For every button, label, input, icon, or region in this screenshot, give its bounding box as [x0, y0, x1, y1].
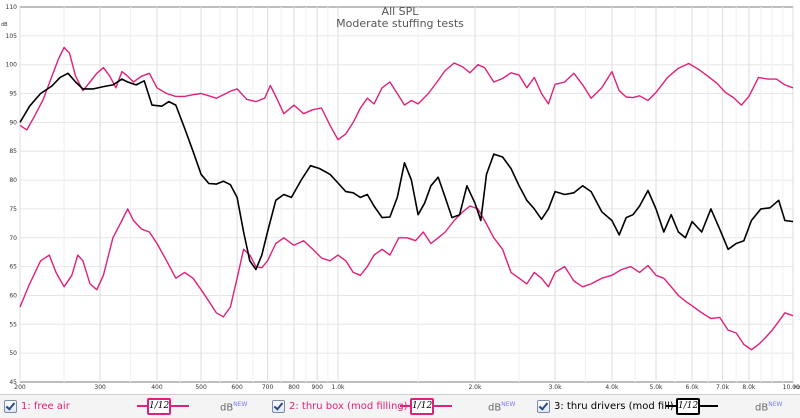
- grid: [19, 7, 794, 382]
- x-tick-label: 4.0k: [605, 384, 619, 391]
- x-tick-label: 400: [151, 384, 163, 391]
- db-offset-thru-drivers[interactable]: dBNEW: [755, 401, 782, 413]
- x-tick-label: 700: [262, 384, 274, 391]
- x-tick-label: 900: [311, 384, 323, 391]
- series-line-1: [19, 46, 794, 141]
- series-line-3: [19, 72, 794, 271]
- x-tick-label: 3.0k: [549, 384, 563, 391]
- db-label: dB: [488, 402, 502, 414]
- axis-ticks: 45 50 55 60 65 70 75 80 85 90 95 100 105 110 200 300 400…: [6, 4, 800, 391]
- chart-subtitle: Moderate stuffing tests: [336, 17, 464, 30]
- legend-item-free-air: 1: free air 1/12 dBNEW: [0, 398, 270, 415]
- y-axis-unit: dB: [1, 22, 8, 28]
- legend-item-thru-drivers: 3: thru drivers (mod fill) 1/12 dBNEW: [533, 398, 800, 415]
- y-tick-label: 60: [9, 292, 17, 299]
- y-tick-label: 65: [9, 264, 17, 271]
- y-tick-label: 55: [9, 321, 17, 328]
- smoothing-control-thru-drivers[interactable]: 1/12: [666, 398, 718, 415]
- chart-title: All SPL: [382, 5, 420, 18]
- smoothing-value: 1/12: [676, 398, 700, 415]
- y-tick-label: 75: [9, 206, 17, 213]
- y-tick-label: 50: [9, 350, 17, 357]
- smoothing-control-free-air[interactable]: 1/12: [137, 398, 189, 415]
- y-tick-label: 80: [9, 177, 17, 184]
- plot-background: [19, 6, 794, 383]
- y-tick-label: 85: [9, 148, 17, 155]
- y-tick-label: 110: [6, 4, 18, 11]
- x-tick-label: 2.0k: [468, 384, 482, 391]
- y-tick-label: 70: [9, 235, 17, 242]
- x-tick-label: 500: [195, 384, 207, 391]
- y-tick-label: 90: [9, 119, 17, 126]
- x-tick-label: 10.00k: [783, 384, 800, 391]
- db-label: dB: [220, 402, 234, 414]
- x-tick-label: 1.0k: [332, 384, 346, 391]
- legend-label-free-air: 1: free air: [21, 401, 70, 412]
- db-new-badge: NEW: [768, 401, 783, 408]
- spl-chart: 45 50 55 60 65 70 75 80 85 90 95 100 105 110 200 300 400…: [1, 4, 800, 391]
- x-tick-label: 8.0k: [742, 384, 756, 391]
- legend-label-thru-drivers: 3: thru drivers (mod fill): [554, 401, 674, 412]
- smoothing-value: 1/12: [147, 398, 171, 415]
- db-offset-thru-box[interactable]: dBNEW: [488, 401, 515, 413]
- smoothing-control-thru-box[interactable]: 1/12: [400, 398, 452, 415]
- series-layer: [19, 46, 794, 351]
- x-tick-label: 5.0k: [650, 384, 664, 391]
- x-tick-label: 300: [94, 384, 106, 391]
- db-new-badge: NEW: [233, 401, 248, 408]
- x-tick-label: 7.0k: [716, 384, 730, 391]
- smoothing-value: 1/12: [410, 398, 434, 415]
- x-tick-label: 6.0k: [686, 384, 700, 391]
- x-tick-label: 200: [14, 384, 26, 391]
- legend-item-thru-box: 2: thru box (mod filling) 1/12 dBNEW: [268, 398, 538, 415]
- y-tick-label: 100: [6, 62, 18, 69]
- x-tick-label: 800: [288, 384, 300, 391]
- series-line-2: [19, 205, 794, 351]
- checkbox-thru-drivers[interactable]: [537, 400, 550, 413]
- checkbox-thru-box[interactable]: [272, 400, 285, 413]
- db-new-badge: NEW: [501, 401, 516, 408]
- x-tick-label: 600: [231, 384, 243, 391]
- x-axis-unit: Hz: [794, 385, 800, 391]
- db-offset-free-air[interactable]: dBNEW: [220, 401, 247, 413]
- db-label: dB: [755, 402, 769, 414]
- y-tick-label: 105: [6, 33, 18, 40]
- legend-bar: 1: free air 1/12 dBNEW 2: thru box (mod …: [0, 394, 800, 418]
- y-tick-label: 45: [9, 379, 17, 386]
- legend-label-thru-box: 2: thru box (mod filling): [289, 401, 408, 412]
- y-tick-label: 95: [9, 91, 17, 98]
- checkbox-free-air[interactable]: [4, 400, 17, 413]
